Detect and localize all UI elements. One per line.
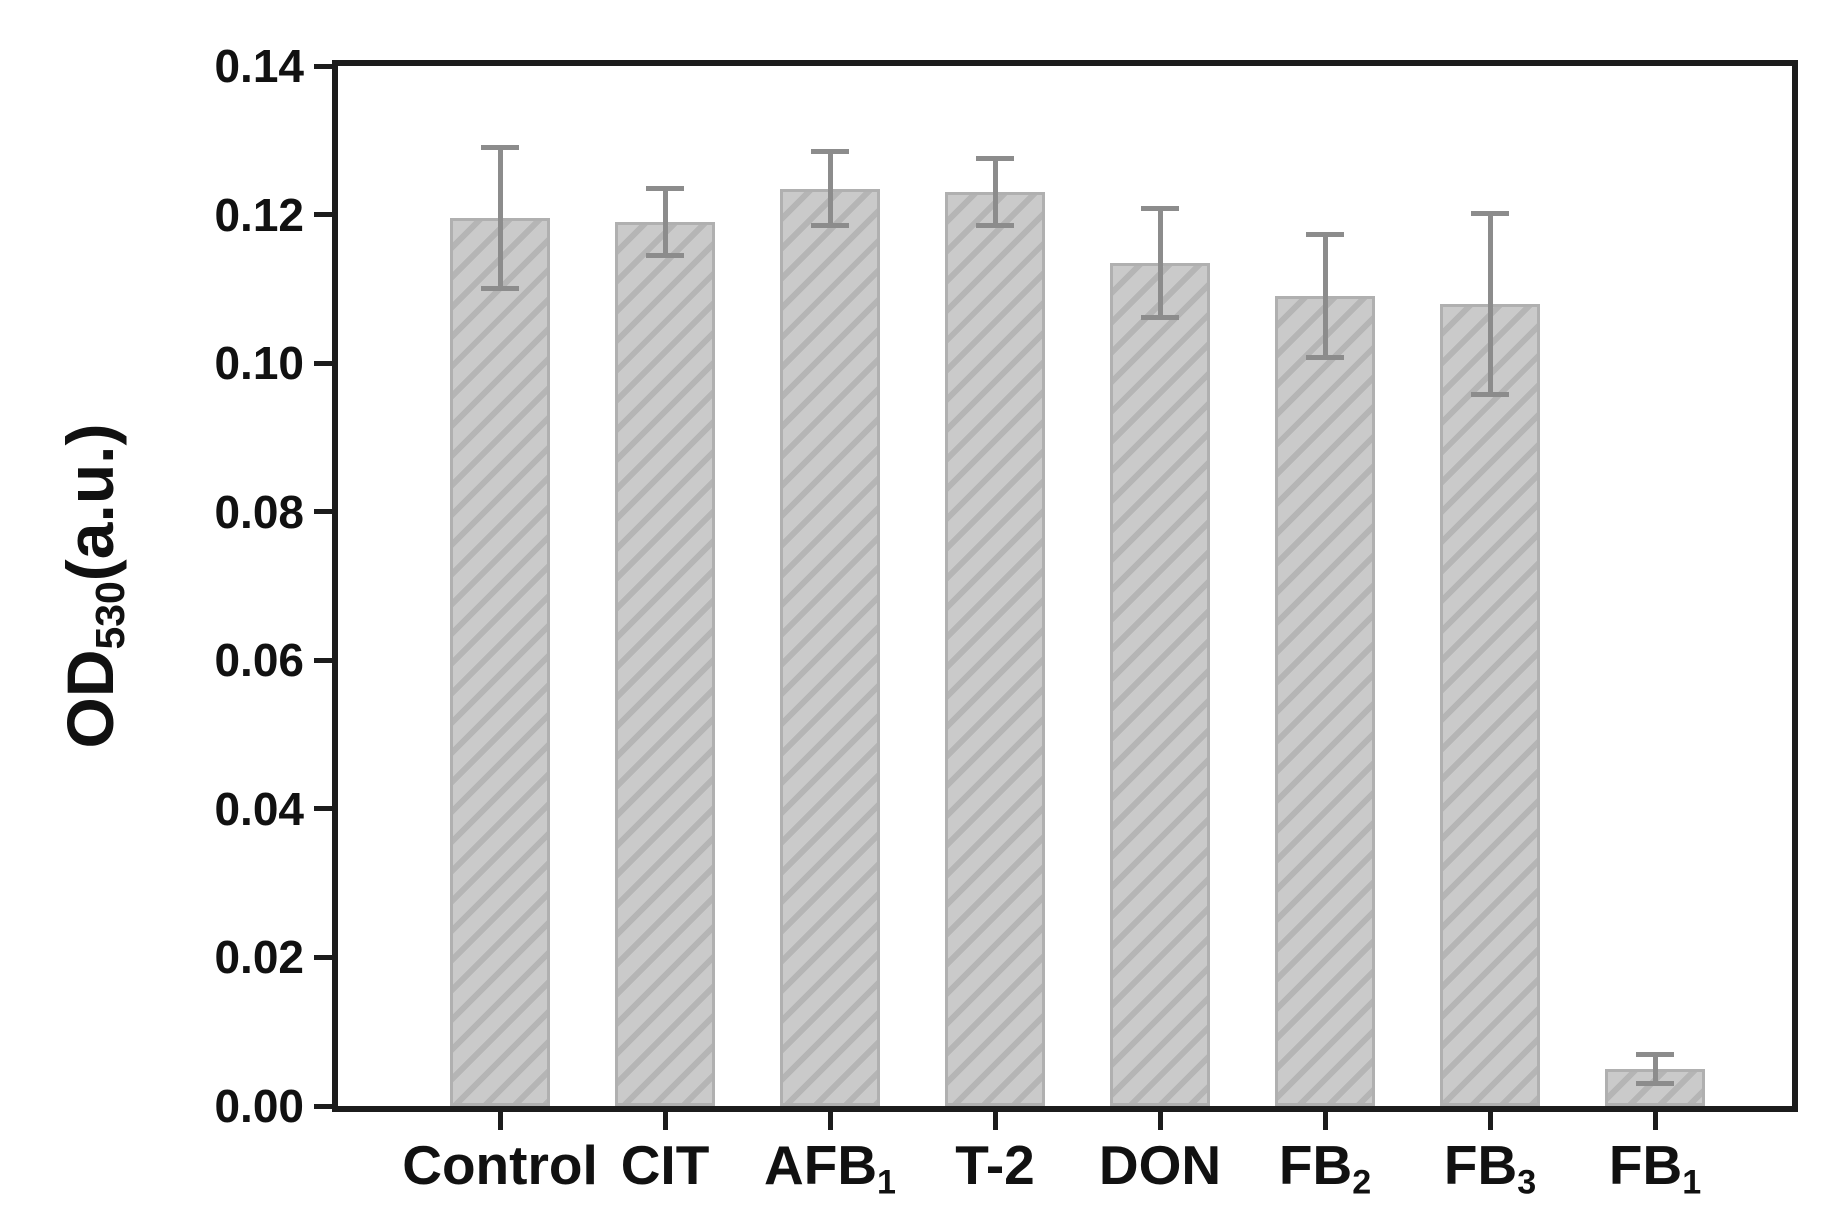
error-bar-top-cap	[811, 148, 849, 154]
x-tick-mark	[1487, 1112, 1493, 1130]
error-bar-line	[1322, 234, 1328, 358]
error-bar-bottom-cap	[1636, 1081, 1674, 1087]
x-category-label: AFB1	[764, 1134, 896, 1214]
x-category-label-subscript: 2	[1352, 1163, 1372, 1202]
y-tick-mark	[314, 806, 332, 812]
error-bar-bottom-cap	[1306, 355, 1344, 361]
x-category-label-subscript: 1	[1682, 1163, 1702, 1202]
y-tick-label: 0.10	[214, 337, 304, 390]
error-bar-bottom-cap	[976, 223, 1014, 229]
x-category-label-base: AFB	[764, 1134, 878, 1196]
x-category-label-base: T-2	[955, 1134, 1035, 1196]
y-tick-label: 0.00	[214, 1080, 304, 1132]
x-category-label-base: FB	[1443, 1134, 1518, 1196]
x-category-label-base: Control	[402, 1134, 598, 1196]
error-bar-line	[1157, 208, 1163, 318]
bar	[780, 188, 880, 1106]
x-category-label-subscript: 3	[1517, 1163, 1537, 1202]
error-bar-top-cap	[1306, 232, 1344, 238]
error-bar-bottom-cap	[811, 223, 849, 229]
x-tick-mark	[662, 1112, 668, 1130]
x-tick-mark	[1322, 1112, 1328, 1130]
error-bar-line	[992, 158, 998, 226]
error-bar-top-cap	[976, 156, 1014, 162]
error-bar-bottom-cap	[481, 286, 519, 292]
error-bar-bottom-cap	[646, 252, 684, 258]
plot-area	[332, 60, 1798, 1112]
error-bar-bottom-cap	[1141, 314, 1179, 320]
x-category-label: FB1	[1609, 1134, 1701, 1214]
y-tick-label: 0.02	[214, 931, 304, 984]
y-tick-mark	[314, 63, 332, 69]
x-category-label: T-2	[955, 1134, 1034, 1196]
x-category-label-subscript: 1	[877, 1163, 896, 1202]
y-tick-label: 0.06	[214, 634, 304, 687]
y-tick-label: 0.04	[214, 782, 304, 835]
error-bar-top-cap	[1141, 206, 1179, 212]
error-bar-line	[1652, 1054, 1658, 1084]
y-axis-title: OD530(a.u.)	[52, 424, 134, 749]
bar	[1275, 296, 1375, 1106]
y-tick-mark	[314, 360, 332, 366]
error-bar-top-cap	[481, 145, 519, 151]
error-bar-line	[662, 188, 668, 256]
error-bar-line	[1487, 213, 1493, 395]
bar	[945, 192, 1045, 1106]
bar	[1110, 262, 1210, 1106]
x-category-label-base: FB	[1278, 1134, 1353, 1196]
bar	[1440, 303, 1540, 1106]
error-bar-bottom-cap	[1471, 391, 1509, 397]
x-category-label: CIT	[621, 1134, 710, 1196]
x-tick-mark	[1157, 1112, 1163, 1130]
y-tick-mark	[314, 657, 332, 663]
x-tick-mark	[992, 1112, 998, 1130]
x-category-label: FB3	[1444, 1134, 1536, 1214]
y-tick-label: 0.12	[214, 188, 304, 241]
y-tick-mark	[314, 1103, 332, 1109]
x-category-label-base: CIT	[620, 1134, 710, 1196]
x-tick-mark	[827, 1112, 833, 1130]
x-tick-mark	[1652, 1112, 1658, 1130]
x-category-label: FB2	[1279, 1134, 1371, 1214]
error-bar-top-cap	[1471, 210, 1509, 216]
bar	[450, 218, 550, 1106]
error-bar-top-cap	[1636, 1051, 1674, 1057]
error-bar-line	[497, 147, 503, 289]
y-tick-mark	[314, 954, 332, 960]
error-bar-line	[827, 151, 833, 226]
x-category-label-base: DON	[1098, 1134, 1222, 1196]
error-bar-top-cap	[646, 186, 684, 192]
x-tick-mark	[497, 1112, 503, 1130]
x-category-label-base: FB	[1608, 1134, 1683, 1196]
bar	[615, 222, 715, 1106]
y-tick-label: 0.08	[214, 485, 304, 538]
x-category-label: DON	[1099, 1134, 1221, 1196]
y-tick-mark	[314, 509, 332, 515]
y-tick-label: 0.14	[214, 40, 304, 92]
y-tick-mark	[314, 212, 332, 218]
x-category-label: Control	[402, 1134, 598, 1196]
